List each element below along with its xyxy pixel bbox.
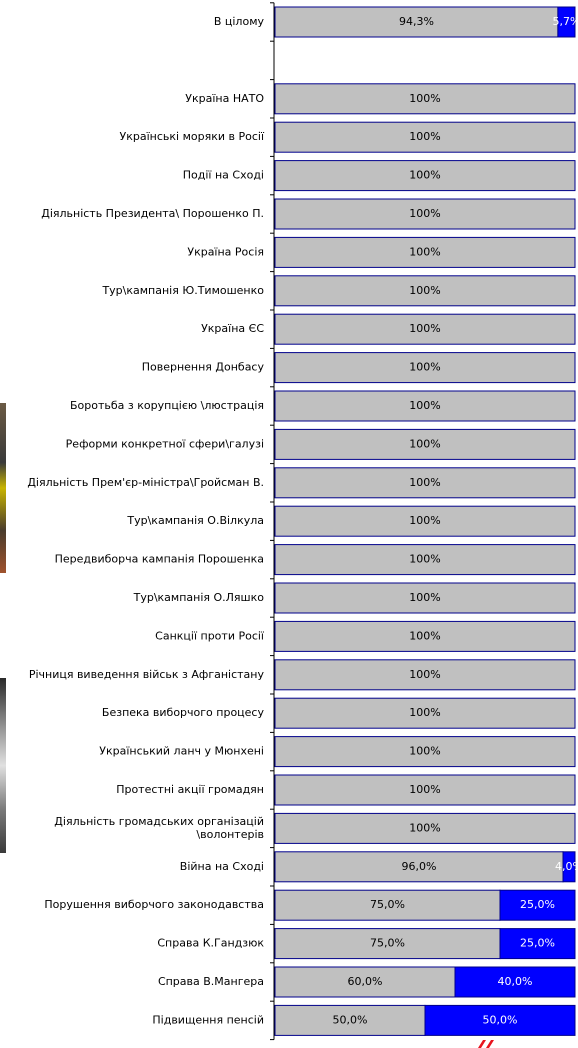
data-label-a: 75,0% bbox=[370, 898, 405, 911]
data-label-b: 4,0% bbox=[555, 860, 578, 873]
category-label: Тур\кампанія О.Ляшко bbox=[133, 591, 265, 604]
bar-segment-b bbox=[499, 889, 576, 921]
labels-layer: В цілому 94,3% 5,7% Україна НАТО 100% Українс… bbox=[27, 15, 578, 1026]
data-label-a: 100% bbox=[409, 476, 440, 489]
data-label-a: 100% bbox=[409, 284, 440, 297]
category-label: Війна на Сході bbox=[180, 860, 264, 873]
data-label-a: 100% bbox=[409, 207, 440, 220]
data-label-a: 100% bbox=[409, 169, 440, 182]
bar-segment-b bbox=[562, 851, 576, 883]
bar-segment-a bbox=[274, 275, 576, 307]
bar-segment-a bbox=[274, 505, 576, 537]
data-label-a: 100% bbox=[409, 399, 440, 412]
category-label: Україна Росія bbox=[187, 245, 264, 258]
category-label: Підвищення пенсій bbox=[152, 1013, 264, 1026]
bar-segment-a bbox=[274, 390, 576, 422]
data-label-a: 94,3% bbox=[399, 15, 434, 28]
category-label: Справа В.Мангера bbox=[158, 975, 264, 988]
data-label-a: 50,0% bbox=[333, 1013, 368, 1026]
data-label-a: 100% bbox=[409, 322, 440, 335]
data-label-a: 100% bbox=[409, 245, 440, 258]
bar-segment-a bbox=[274, 774, 576, 806]
bar-segment-a bbox=[274, 83, 576, 115]
category-label: Діяльність Президента\ Порошенко П. bbox=[41, 207, 264, 220]
category-label: Події на Сході bbox=[183, 169, 264, 182]
data-label-a: 100% bbox=[409, 130, 440, 143]
category-label: \волонтерів bbox=[196, 828, 264, 841]
bar-segment-a bbox=[274, 620, 576, 652]
data-label-a: 100% bbox=[409, 668, 440, 681]
data-label-b: 25,0% bbox=[520, 898, 555, 911]
data-label-b: 5,7% bbox=[552, 15, 578, 28]
bars-layer bbox=[274, 6, 576, 1036]
category-label: Справа К.Гандзюк bbox=[157, 937, 264, 950]
bar-segment-a bbox=[274, 812, 576, 844]
bar-segment-a bbox=[274, 889, 501, 921]
data-label-a: 100% bbox=[409, 591, 440, 604]
category-label: Тур\кампанія О.Вілкула bbox=[126, 514, 264, 527]
category-label: Санкції проти Росії bbox=[155, 629, 265, 642]
photo-fragment-bottom bbox=[0, 678, 6, 853]
bar-segment-a bbox=[274, 352, 576, 384]
bar-segment-a bbox=[274, 544, 576, 576]
data-label-a: 75,0% bbox=[370, 937, 405, 950]
data-label-a: 100% bbox=[409, 514, 440, 527]
data-label-b: 40,0% bbox=[498, 975, 533, 988]
category-label: Діяльність громадських організацій bbox=[54, 815, 264, 828]
bar-segment-a bbox=[274, 467, 576, 499]
category-label: Протестні акції громадян bbox=[116, 783, 264, 796]
bar-segment-b bbox=[557, 6, 576, 38]
category-label: Український ланч у Мюнхені bbox=[99, 745, 264, 758]
bar-segment-a bbox=[274, 582, 576, 614]
category-label: Річниця виведення військ з Афганістану bbox=[29, 668, 265, 681]
category-label: Передвиборча кампанія Порошенка bbox=[55, 553, 264, 566]
brand-mark-fragment bbox=[478, 1040, 494, 1048]
category-label: Повернення Донбасу bbox=[142, 361, 265, 374]
bar-segment-b bbox=[424, 1004, 576, 1036]
data-label-b: 25,0% bbox=[520, 937, 555, 950]
data-label-a: 100% bbox=[409, 706, 440, 719]
data-label-a: 96,0% bbox=[402, 860, 437, 873]
data-label-b: 50,0% bbox=[483, 1013, 518, 1026]
category-label: Діяльність Прем'єр-міністра\Гройсман В. bbox=[27, 476, 264, 489]
data-label-a: 100% bbox=[409, 821, 440, 834]
category-label: В цілому bbox=[214, 15, 265, 28]
category-label: Україна НАТО bbox=[185, 92, 264, 105]
bar-segment-a bbox=[274, 697, 576, 729]
data-label-a: 60,0% bbox=[348, 975, 383, 988]
bar-segment-a bbox=[274, 966, 456, 998]
category-label: Боротьба з корупцією \люстрація bbox=[70, 399, 264, 412]
bar-segment-a bbox=[274, 236, 576, 268]
bar-segment-a bbox=[274, 198, 576, 230]
bar-segment-a bbox=[274, 736, 576, 768]
bar-segment-a bbox=[274, 1004, 426, 1036]
bar-segment-a bbox=[274, 6, 559, 38]
bar-segment-a bbox=[274, 851, 564, 883]
category-label: Українські моряки в Росії bbox=[120, 130, 265, 143]
category-label: Україна ЄС bbox=[201, 322, 264, 335]
bar-segment-a bbox=[274, 428, 576, 460]
data-label-a: 100% bbox=[409, 783, 440, 796]
category-label: Реформи конкретної сфери\галузі bbox=[66, 437, 264, 450]
bar-segment-a bbox=[274, 659, 576, 691]
bar-segment-a bbox=[274, 121, 576, 153]
bar-segment-b bbox=[454, 966, 576, 998]
bar-segment-a bbox=[274, 928, 501, 960]
bar-segment-b bbox=[499, 928, 576, 960]
data-label-a: 100% bbox=[409, 629, 440, 642]
data-label-a: 100% bbox=[409, 92, 440, 105]
photo-fragment-top bbox=[0, 403, 6, 573]
data-label-a: 100% bbox=[409, 437, 440, 450]
category-label: Порушення виборчого законодавства bbox=[44, 898, 264, 911]
axis-layer bbox=[270, 2, 275, 1041]
data-label-a: 100% bbox=[409, 745, 440, 758]
data-label-a: 100% bbox=[409, 553, 440, 566]
category-label: Тур\кампанія Ю.Тимошенко bbox=[101, 284, 264, 297]
category-label: Безпека виборчого процесу bbox=[102, 706, 265, 719]
bar-segment-a bbox=[274, 160, 576, 192]
bar-segment-a bbox=[274, 313, 576, 345]
data-label-a: 100% bbox=[409, 361, 440, 374]
